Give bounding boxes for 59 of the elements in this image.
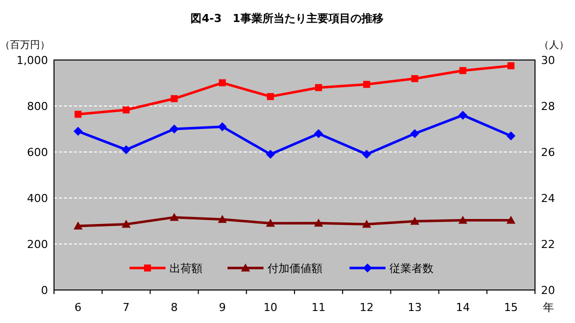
point bbox=[218, 214, 227, 223]
point bbox=[459, 67, 466, 74]
point bbox=[410, 129, 420, 138]
point bbox=[314, 129, 324, 138]
x-axis-title: 年 bbox=[543, 301, 554, 314]
point bbox=[122, 106, 130, 114]
point bbox=[362, 220, 372, 228]
point bbox=[74, 222, 83, 230]
point bbox=[362, 150, 372, 159]
x-tick-label: 8 bbox=[170, 301, 178, 314]
point bbox=[458, 216, 468, 224]
y-tick-label: 400 bbox=[27, 192, 48, 205]
x-tick-label: 6 bbox=[74, 301, 82, 314]
point bbox=[315, 84, 322, 92]
point bbox=[170, 95, 178, 102]
legend-label: 従業者数 bbox=[390, 262, 434, 275]
y2-axis-title: （人） bbox=[539, 40, 569, 51]
point bbox=[122, 145, 131, 154]
x-tick-label: 10 bbox=[263, 301, 278, 314]
y2-tick-label: 20 bbox=[541, 284, 555, 297]
point bbox=[266, 150, 275, 159]
y-tick-label: 200 bbox=[27, 238, 48, 251]
legend-label: 付加価値額 bbox=[268, 262, 322, 275]
y-tick-label: 0 bbox=[41, 284, 48, 297]
point bbox=[74, 110, 82, 118]
point bbox=[410, 216, 420, 225]
point bbox=[506, 216, 516, 224]
point bbox=[458, 110, 468, 120]
point bbox=[122, 220, 131, 228]
point bbox=[411, 75, 418, 82]
y2-tick-label: 22 bbox=[541, 238, 555, 251]
point bbox=[74, 126, 83, 136]
point bbox=[507, 62, 514, 70]
point bbox=[170, 124, 179, 134]
y2-tick-label: 28 bbox=[541, 100, 555, 113]
x-tick-label: 14 bbox=[456, 301, 470, 314]
y-tick-label: 1,000 bbox=[16, 54, 48, 67]
chart-title: 図4-3 1事業所当たり主要項目の推移 bbox=[190, 12, 384, 25]
y2-tick-label: 26 bbox=[541, 146, 555, 159]
point bbox=[266, 93, 274, 100]
y2-tick-label: 30 bbox=[541, 54, 555, 67]
y-axis-title: （百万円） bbox=[0, 40, 50, 51]
x-tick-label: 13 bbox=[408, 301, 422, 314]
point bbox=[363, 80, 370, 88]
point bbox=[506, 131, 516, 140]
x-tick-label: 7 bbox=[122, 301, 130, 314]
point bbox=[314, 218, 324, 227]
point bbox=[170, 212, 179, 221]
y-tick-label: 600 bbox=[27, 146, 48, 159]
point bbox=[266, 218, 275, 227]
x-tick-label: 9 bbox=[218, 301, 226, 314]
x-tick-label: 15 bbox=[504, 301, 518, 314]
point bbox=[218, 79, 226, 86]
y2-tick-label: 24 bbox=[541, 192, 555, 205]
x-tick-label: 12 bbox=[360, 301, 374, 314]
x-tick-label: 11 bbox=[312, 301, 326, 314]
y-tick-label: 800 bbox=[27, 100, 48, 113]
point bbox=[218, 122, 227, 132]
legend-label: 出荷額 bbox=[170, 262, 202, 275]
